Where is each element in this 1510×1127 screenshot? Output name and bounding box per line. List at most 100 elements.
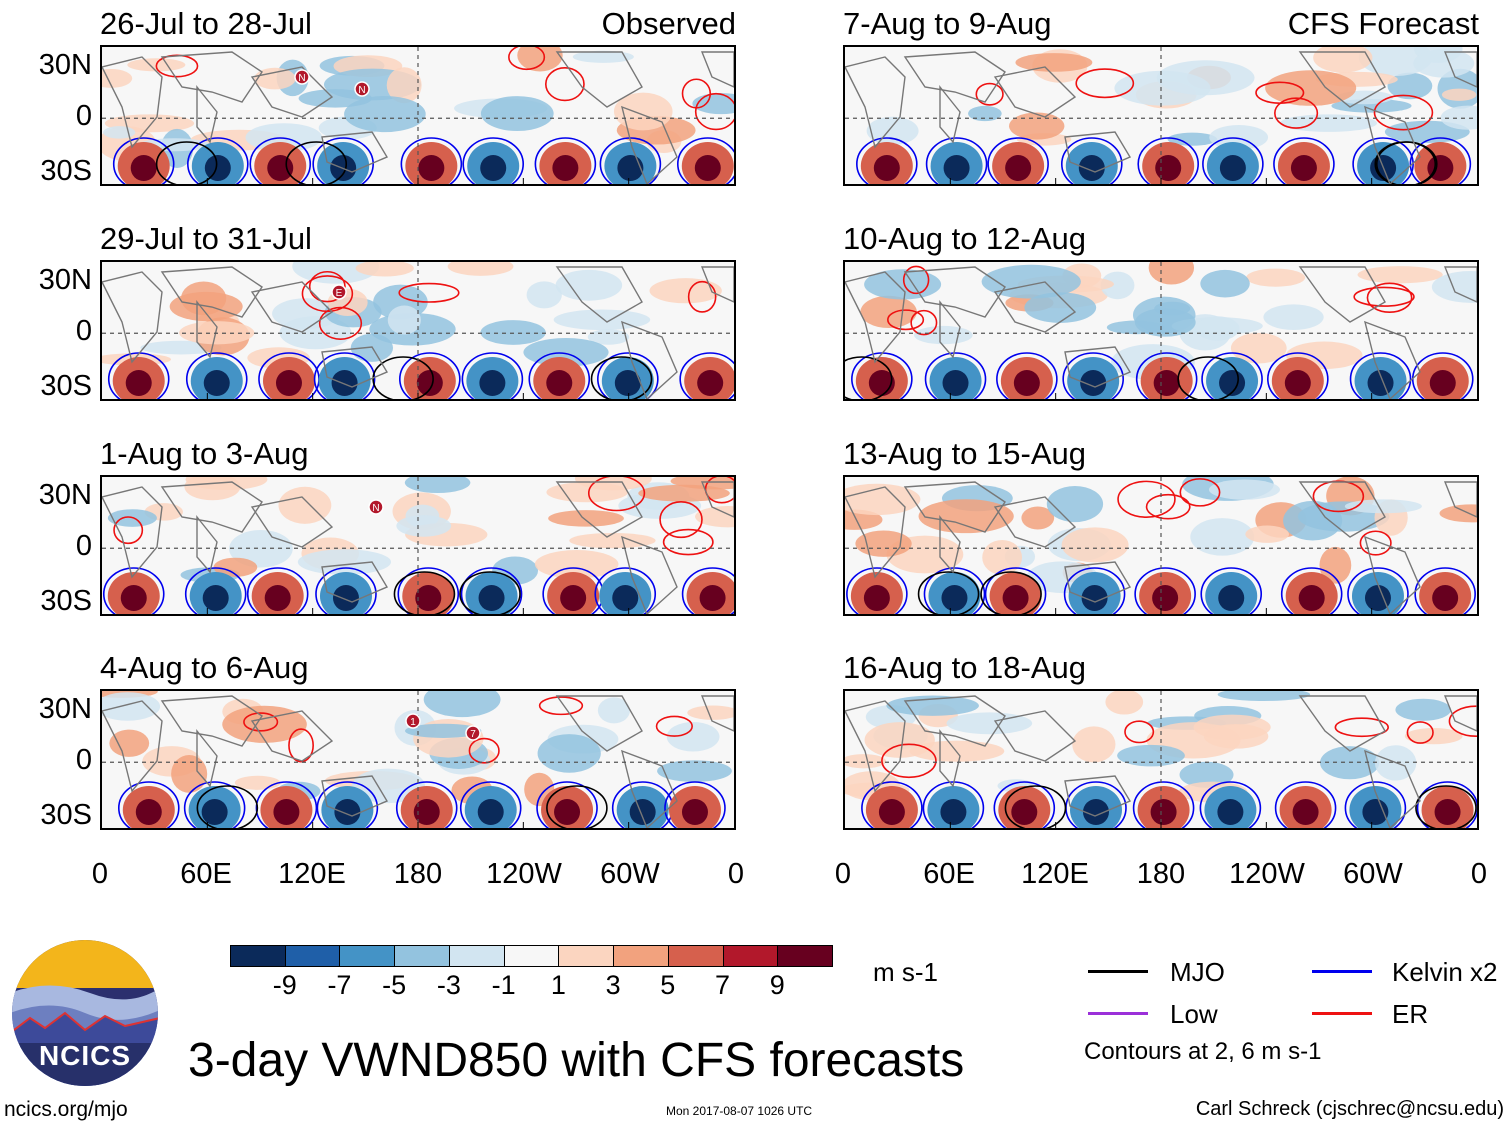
- coastline: [845, 271, 906, 364]
- coastline: [620, 320, 678, 399]
- anomaly-blob: [699, 585, 726, 611]
- anomaly-blob: [914, 325, 973, 345]
- map-panel: [843, 45, 1479, 186]
- lon-label: 120W: [486, 858, 562, 890]
- kelvin-contour: [996, 352, 1058, 399]
- anomaly-blob: [264, 585, 291, 611]
- footer-link[interactable]: ncics.org/mjo: [4, 1098, 128, 1121]
- anomaly-blob: [120, 585, 147, 611]
- kelvin-contour: [681, 567, 734, 614]
- anomaly-blob: [1283, 500, 1343, 541]
- kelvin-contour: [597, 352, 659, 399]
- anomaly-blob: [1431, 271, 1477, 303]
- lon-label: 0: [834, 858, 852, 890]
- anomaly-blob: [982, 539, 1023, 575]
- anomaly-blob: [416, 370, 443, 396]
- coastline: [1064, 131, 1132, 173]
- anomaly-blob: [1265, 70, 1357, 106]
- coastline: [939, 85, 961, 144]
- colorbar-tick: 1: [550, 970, 566, 1000]
- coastline: [1298, 481, 1386, 538]
- anomaly-blob: [1367, 370, 1394, 396]
- kelvin-contour: [249, 137, 312, 184]
- kelvin-contour: [1134, 567, 1196, 614]
- er-contour: [659, 500, 703, 539]
- anomaly-blob: [272, 298, 340, 330]
- lat-label: 30N: [38, 479, 92, 511]
- anomaly-blob: [1190, 518, 1255, 556]
- anomaly-blob: [135, 799, 162, 825]
- coastline: [700, 695, 734, 732]
- anomaly-blob: [404, 477, 471, 494]
- kelvin-contour: [534, 137, 597, 184]
- anomaly-blob: [1217, 799, 1244, 825]
- anomaly-blob: [560, 585, 587, 611]
- lon-label: 0: [727, 858, 745, 890]
- anomaly-blob: [1011, 799, 1038, 825]
- er-contour: [1117, 480, 1176, 518]
- anomaly-blob: [413, 799, 440, 825]
- kelvin-contour: [1409, 137, 1472, 184]
- colorbar-tick: 5: [660, 970, 676, 1000]
- coastline: [555, 695, 643, 752]
- mjo-contour: [1374, 141, 1437, 184]
- anomaly-blob: [203, 370, 230, 396]
- lat-label: 30S: [40, 155, 92, 187]
- colorbar-swatch: [558, 945, 615, 967]
- anomaly-blob: [1284, 370, 1311, 396]
- anomaly-blob: [1280, 114, 1378, 132]
- anomaly-blob: [204, 155, 231, 181]
- coastline: [321, 131, 389, 173]
- map-field: 17: [102, 691, 734, 828]
- colorbar-swatch: [230, 945, 286, 967]
- anomaly-blob: [102, 692, 161, 721]
- coastline: [620, 105, 678, 184]
- coastline: [160, 695, 263, 747]
- er-contour: [288, 728, 314, 763]
- anomaly-blob: [1434, 799, 1461, 825]
- coastline: [196, 300, 218, 359]
- anomaly-blob: [1203, 723, 1269, 749]
- map-field: NN: [102, 47, 734, 184]
- er-contour: [468, 737, 500, 764]
- colorbar-tick: -1: [491, 970, 516, 1000]
- coastline: [993, 710, 1077, 762]
- kelvin-contour: [1060, 137, 1123, 184]
- anomaly-blob: [695, 506, 734, 528]
- kelvin-contour: [664, 781, 726, 828]
- kelvin-contour: [1273, 137, 1335, 184]
- mjo-contour: [590, 356, 653, 399]
- anomaly-blob: [229, 529, 293, 568]
- kelvin-contour: [316, 781, 379, 828]
- coastline: [993, 281, 1077, 333]
- map-panel: [843, 689, 1479, 830]
- anomaly-blob: [552, 155, 579, 181]
- anomaly-blob: [332, 585, 359, 611]
- lat-label: 0: [75, 100, 92, 132]
- anomaly-blob: [1081, 585, 1108, 611]
- anomaly-blob: [405, 723, 482, 738]
- coastline: [196, 515, 218, 574]
- anomaly-blob: [1429, 370, 1456, 396]
- er-contour: [113, 516, 144, 545]
- anomaly-blob: [447, 262, 514, 276]
- anomaly-blob: [109, 729, 150, 757]
- anomaly-blob: [125, 370, 152, 396]
- anomaly-blob: [1195, 316, 1240, 341]
- anomaly-blob: [1153, 370, 1180, 396]
- anomaly-blob: [940, 799, 967, 825]
- mjo-contour: [917, 571, 980, 614]
- mjo-contour: [546, 785, 608, 828]
- anomaly-blob: [480, 96, 554, 132]
- anomaly-blob: [1298, 585, 1325, 611]
- anomaly-blob: [1072, 726, 1116, 763]
- anomaly-blob: [1313, 47, 1373, 73]
- panel-title: 7-Aug to 9-Aug: [843, 6, 1052, 41]
- anomaly-blob: [1080, 370, 1107, 396]
- colorbar-swatch: [339, 945, 396, 967]
- er-contour: [1366, 282, 1413, 314]
- coastline: [196, 85, 218, 144]
- kelvin-contour: [536, 781, 598, 828]
- anomaly-blob: [1078, 155, 1105, 181]
